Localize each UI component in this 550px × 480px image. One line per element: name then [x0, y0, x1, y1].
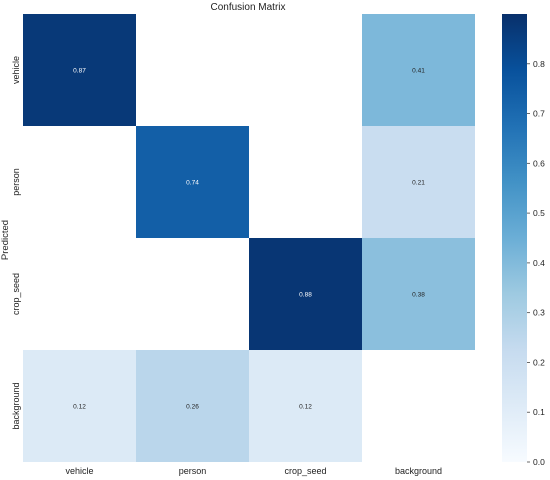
heatmap-cell [249, 14, 362, 126]
colorbar [502, 14, 527, 462]
heatmap-cell [362, 14, 475, 126]
heatmap-cell [249, 126, 362, 238]
y-tick-label: person [11, 168, 21, 196]
colorbar-tick-label: 0.6 [533, 158, 545, 168]
cell-value-label: 0.12 [299, 403, 312, 410]
x-tick-label: background [395, 466, 442, 476]
colorbar-tick-label: 0.8 [533, 59, 545, 69]
colorbar-tick-label: 0.7 [533, 109, 545, 119]
y-tick-label: background [11, 382, 21, 429]
heatmap-cell [23, 14, 136, 126]
heatmap-cell [249, 238, 362, 350]
y-tick-label: crop_seed [11, 273, 21, 315]
y-tick-labels: vehicle person crop_seed background [11, 56, 21, 430]
colorbar-tick-label: 0.4 [533, 258, 545, 268]
heatmap-cell [249, 350, 362, 462]
colorbar-tick-label: 0.0 [533, 457, 545, 467]
heatmap-cell [362, 126, 475, 238]
y-tick-label: vehicle [11, 56, 21, 84]
heatmap-cell [136, 350, 249, 462]
cell-value-label: 0.41 [412, 67, 425, 74]
cell-value-label: 0.74 [186, 179, 199, 186]
colorbar-ticks: 0.0 0.1 0.2 0.3 0.4 0.5 0.6 0.7 0.8 [527, 59, 545, 467]
heatmap-cell [23, 126, 136, 238]
colorbar-tick-label: 0.1 [533, 407, 545, 417]
heatmap-cell [136, 14, 249, 126]
x-tick-label: vehicle [65, 466, 93, 476]
heatmap-cell [136, 238, 249, 350]
cell-value-label: 0.26 [186, 403, 199, 410]
chart-title: Confusion Matrix [210, 2, 285, 13]
colorbar-tick-label: 0.5 [533, 208, 545, 218]
heatmap-cell [23, 238, 136, 350]
x-tick-labels: vehicle person crop_seed background [65, 466, 442, 476]
cell-value-label: 0.87 [73, 67, 86, 74]
heatmap-cells [23, 14, 475, 462]
heatmap-cell [136, 126, 249, 238]
cell-value-label: 0.21 [412, 179, 425, 186]
colorbar-tick-label: 0.3 [533, 308, 545, 318]
heatmap-cell [362, 238, 475, 350]
colorbar-tick-label: 0.2 [533, 357, 545, 367]
cell-value-label: 0.38 [412, 291, 425, 298]
heatmap-cell-labels: 0.87 0.41 0.74 0.21 0.88 0.38 0.12 0.26 0.12 [73, 67, 425, 410]
cell-value-label: 0.12 [73, 403, 86, 410]
x-tick-label: person [179, 466, 207, 476]
x-tick-label: crop_seed [284, 466, 326, 476]
y-axis-label: Predicted [0, 220, 11, 260]
cell-value-label: 0.88 [299, 291, 312, 298]
heatmap-cell [23, 350, 136, 462]
heatmap-cell [362, 350, 475, 462]
